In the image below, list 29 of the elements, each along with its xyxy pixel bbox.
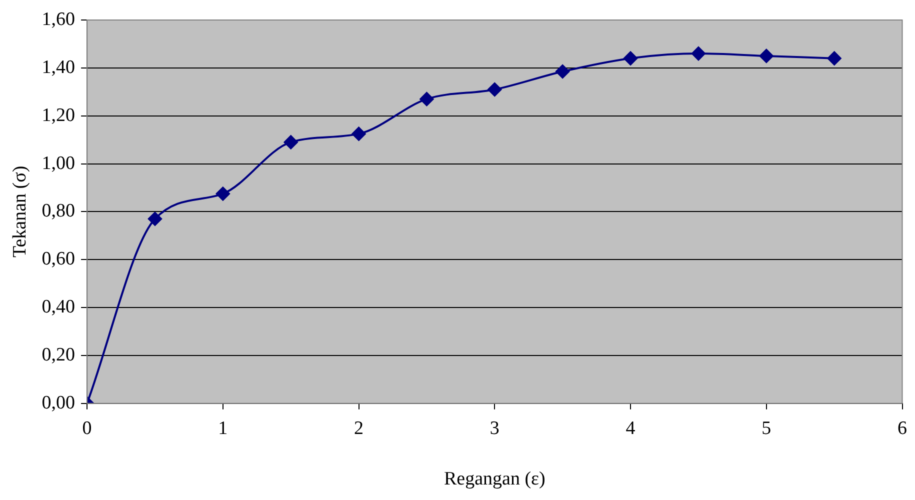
point xyxy=(827,51,842,66)
y-tick-label: 1,00 xyxy=(42,152,76,174)
point xyxy=(352,126,366,141)
x-tick-label: 1 xyxy=(218,418,228,439)
y-tick-label: 1,60 xyxy=(42,8,76,30)
point xyxy=(148,212,162,226)
x-tick-label: 4 xyxy=(626,418,636,439)
y-tick-label: 0,80 xyxy=(42,200,76,222)
point xyxy=(488,82,502,96)
point xyxy=(691,46,706,61)
point xyxy=(216,186,230,201)
point xyxy=(420,92,434,106)
y-tick-label: 0,20 xyxy=(42,344,76,366)
point xyxy=(284,135,298,150)
x-tick-label: 5 xyxy=(762,418,772,439)
y-tick-label: 1,40 xyxy=(42,56,76,78)
point xyxy=(556,64,570,79)
x-axis-title: Regangan (ε) xyxy=(444,468,546,490)
x-tick-label: 6 xyxy=(898,418,907,439)
x-tick-label: 2 xyxy=(354,418,364,439)
y-tick-label: 1,20 xyxy=(42,104,76,126)
y-tick-label: 0,60 xyxy=(42,248,76,270)
x-tick-label: 3 xyxy=(490,418,500,439)
point xyxy=(624,51,638,66)
point xyxy=(759,48,774,63)
y-tick-label: 0,40 xyxy=(42,296,76,318)
x-tick-label: 0 xyxy=(82,418,92,439)
y-axis-title: Tekanan (σ) xyxy=(9,166,30,258)
y-tick-label: 0,00 xyxy=(42,392,76,414)
